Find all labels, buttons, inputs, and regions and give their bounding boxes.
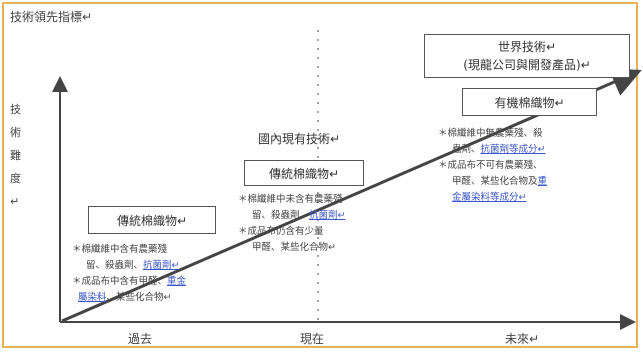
world-tech-box: 世界技術↵ (現龍公司與開發產品)↵ [424,34,630,78]
desc-mid-line2: 留、殺蟲劑、抗菌劑↵ [252,210,346,221]
desc-low-line1: ＊棉纖維中含有農藥殘 [72,244,168,255]
y-axis-label: 技術難度↵ [10,103,21,208]
desc-traditional-low: ＊棉纖維中含有農藥殘 留、殺蟲劑、抗菌劑↵ ＊成品布中含有甲醛、重金 屬染料、某… [72,242,252,306]
x-tick-now: 現在 [300,332,325,346]
desc-low-line4: 屬染料、某些化合物↵ [78,292,172,303]
desc-mid-line3: ＊成品布仍含有少量 [238,226,324,237]
traditional-cotton-box-low: 傳統棉織物↵ [88,206,216,234]
desc-org-line4: 甲醛、某些化合物及重 [452,176,548,187]
traditional-cotton-box-mid: 傳統棉織物↵ [244,160,364,186]
desc-organic: ＊棉纖維中無農藥殘、殺 蟲劑、抗菌劑等成分↵ ＊成品布不可有農藥殘、 甲醛、某些… [438,126,628,206]
desc-low-line2: 留、殺蟲劑、抗菌劑↵ [86,260,180,271]
desc-mid-line4: 甲醛、某些化合物↵ [252,242,336,253]
x-tick-future: 未來↵ [505,332,540,346]
domestic-tech-label: 國內現有技術↵ [258,132,341,146]
desc-org-line5: 金屬染料等成分↵ [452,192,527,203]
world-tech-line2: (現龍公司與開發產品)↵ [463,58,591,72]
desc-traditional-mid: ＊棉纖維中未含有農藥殘 留、殺蟲劑、抗菌劑↵ ＊成品布仍含有少量 甲醛、某些化合… [238,192,438,256]
desc-org-line3: ＊成品布不可有農藥殘、 [438,160,543,171]
world-tech-line1: 世界技術↵ [497,40,557,54]
diagram-title: 技術領先指標↵ [10,10,93,24]
desc-low-line3: ＊成品布中含有甲醛、重金 [72,276,187,287]
trend-arrow [61,68,642,323]
desc-org-line1: ＊棉纖維中無農藥殘、殺 [438,128,543,139]
organic-cotton-box: 有機棉織物↵ [462,88,597,116]
desc-mid-line1: ＊棉纖維中未含有農藥殘 [238,194,343,205]
desc-org-line2: 蟲劑、抗菌劑等成分↵ [452,144,546,155]
x-tick-past: 過去 [128,332,153,346]
